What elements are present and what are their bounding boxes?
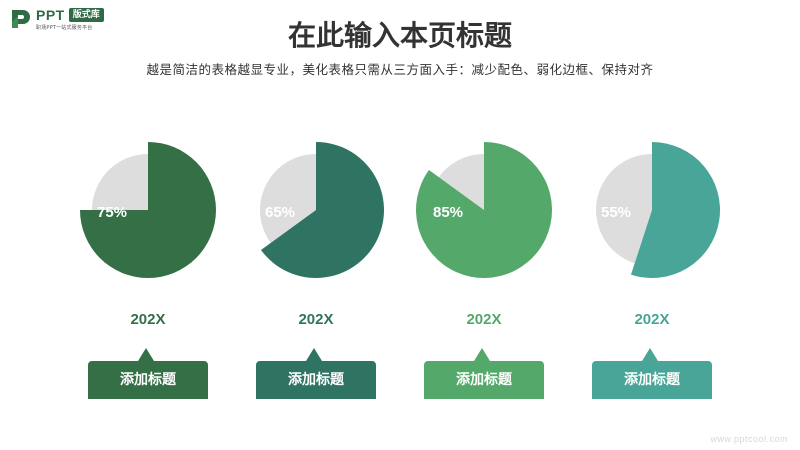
pie-percent-label-2: 65% [265, 204, 295, 221]
tag-pointer-1 [138, 348, 154, 361]
pie-value-slice-4 [630, 142, 721, 278]
year-label-2: 202X [298, 311, 334, 328]
pie-remainder-slice-3 [438, 154, 484, 210]
tag-pointer-3 [474, 348, 490, 361]
title-tag-4[interactable]: 添加标题 [592, 361, 712, 399]
pie-value-slice-1 [80, 142, 216, 278]
year-label-1: 202X [130, 311, 166, 328]
tag-pointer-2 [306, 348, 322, 361]
title-tag-3[interactable]: 添加标题 [424, 361, 544, 399]
pie-remainder-slice-4 [596, 154, 652, 264]
page-subtitle: 越是简洁的表格越显专业，美化表格只需从三方面入手：减少配色、弱化边框、保持对齐 [146, 62, 654, 77]
stat-card-3: 85% 202X 添加标题 [414, 140, 554, 410]
year-label-3: 202X [466, 311, 502, 328]
logo-brand-text: PPT [36, 7, 65, 23]
brand-logo[interactable]: PPT 版式库 职场PPT一站式服务平台 [10, 8, 130, 34]
pie-chart-1: 75% [80, 142, 216, 278]
pie-remainder-slice-1 [92, 154, 148, 210]
pie-percent-label-1: 75% [97, 204, 127, 221]
title-tag-1[interactable]: 添加标题 [88, 361, 208, 399]
page-title: 在此输入本页标题 [287, 19, 512, 52]
stat-card-2: 65% 202X 添加标题 [246, 140, 386, 410]
pie-chart-3: 85% [416, 142, 553, 278]
tag-pointer-4 [642, 348, 658, 361]
stat-card-1: 75% 202X 添加标题 [78, 140, 218, 410]
pie-percent-label-3: 85% [433, 204, 463, 221]
logo-badge: 版式库 [68, 8, 104, 22]
pie-value-slice-2 [260, 142, 385, 278]
title-tag-2[interactable]: 添加标题 [256, 361, 376, 399]
pie-value-slice-3 [416, 142, 553, 278]
pie-chart-4: 55% [596, 142, 721, 278]
stat-card-4: 55% 202X 添加标题 [582, 140, 722, 410]
watermark: www.pptcool.com [710, 434, 788, 444]
logo-p-icon [12, 10, 30, 28]
pie-remainder-slice-2 [260, 154, 316, 243]
pie-chart-2: 65% [260, 142, 385, 278]
year-label-4: 202X [634, 311, 670, 328]
pie-percent-label-4: 55% [601, 204, 631, 221]
logo-tagline: 职场PPT一站式服务平台 [36, 25, 93, 31]
